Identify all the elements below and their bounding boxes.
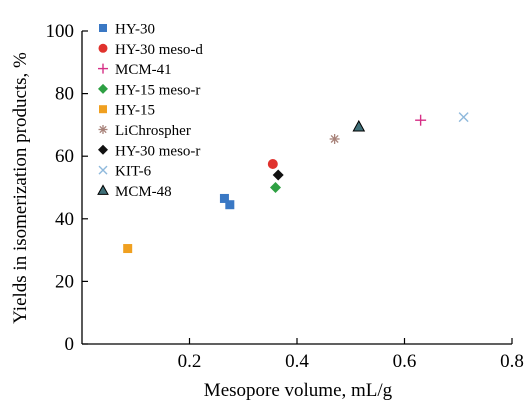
data-point (458, 112, 469, 123)
y-axis-title: Yields in isomerization products, % (10, 52, 31, 324)
legend-label: MCM-48 (115, 184, 172, 200)
legend-label: HY-30 meso-r (115, 143, 200, 159)
data-point (329, 133, 340, 144)
legend-marker (98, 125, 108, 134)
y-tick-label: 80 (55, 84, 74, 105)
legend: HY-30 HY-30 meso-d MCM-41 HY-15 meso-r HY-15… (97, 22, 203, 200)
legend-label: MCM-41 (115, 62, 172, 78)
data-point (123, 244, 133, 254)
data-point (270, 182, 281, 193)
legend-marker (98, 63, 108, 74)
legend-label: HY-30 meso-d (115, 42, 203, 58)
x-tick-label: 0.8 (500, 351, 524, 372)
y-tick-label: 100 (46, 21, 75, 42)
legend-marker (99, 105, 107, 114)
data-point (272, 169, 284, 181)
legend-label: HY-30 (115, 22, 155, 38)
data-point (415, 114, 427, 126)
legend-label: HY-15 meso-r (115, 82, 200, 98)
x-tick-label: 0.4 (285, 351, 309, 372)
legend-marker (98, 43, 108, 53)
x-tick-label: 0.2 (178, 351, 202, 372)
legend-marker (97, 184, 109, 195)
x-axis-title: Mesopore volume, mL/g (204, 380, 393, 401)
y-tick-label: 0 (65, 334, 75, 355)
y-tick-label: 20 (55, 271, 74, 292)
data-point (352, 119, 366, 132)
axes: 0 20 40 60 80 100 0.2 0.4 0.6 0.8 (46, 21, 524, 372)
data-point (267, 159, 278, 170)
y-tick-label: 40 (55, 209, 74, 230)
legend-label: HY-15 (115, 103, 155, 119)
legend-label: KIT-6 (115, 164, 152, 180)
legend-marker (98, 144, 108, 155)
data-point (225, 200, 235, 210)
x-tick-label: 0.6 (393, 351, 417, 372)
legend-label: LiChrospher (115, 123, 191, 139)
y-tick-label: 60 (55, 146, 74, 167)
legend-marker (99, 24, 107, 32)
data-point (219, 193, 229, 203)
data-points (123, 112, 469, 254)
legend-marker (98, 83, 108, 94)
legend-marker (98, 165, 108, 175)
